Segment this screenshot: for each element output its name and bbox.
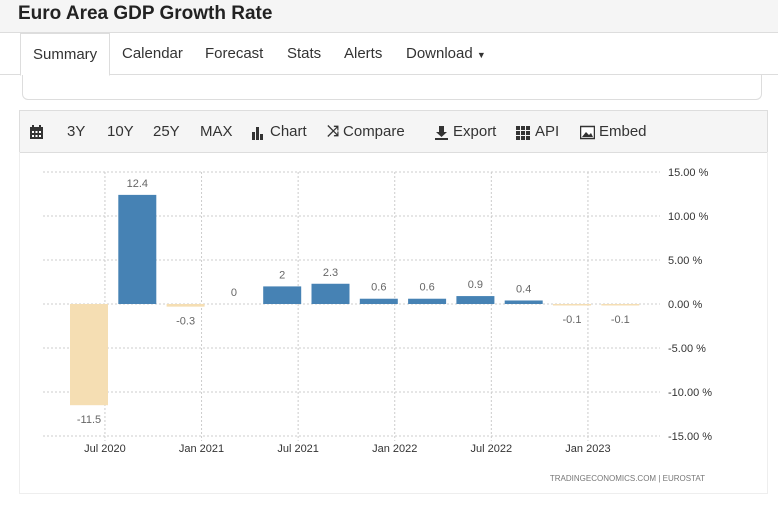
- button-label: 3Y: [67, 123, 86, 140]
- tab-stats[interactable]: Stats: [275, 33, 333, 75]
- export-button[interactable]: Export: [434, 111, 496, 153]
- button-label: Compare: [343, 123, 405, 140]
- tab-forecast[interactable]: Forecast: [193, 33, 275, 75]
- grid-icon: [516, 125, 530, 140]
- chart-container: 15.00 % 10.00 % 5.00 % 0.00 % -5.00 % -10.00 …: [19, 152, 768, 494]
- tab-download[interactable]: Download ▼: [394, 33, 498, 75]
- button-label: Embed: [599, 123, 647, 140]
- caret-down-icon: ▼: [476, 50, 486, 60]
- x-tick-label: Jan 2023: [565, 443, 610, 455]
- data-label: 2.3: [323, 267, 338, 279]
- y-tick-label: -5.00 %: [668, 343, 706, 355]
- gdp-bar-chart: 15.00 % 10.00 % 5.00 % 0.00 % -5.00 % -10.00 …: [43, 167, 712, 483]
- data-label: 0.6: [419, 282, 434, 294]
- tab-summary[interactable]: Summary: [20, 33, 111, 76]
- bar: [456, 296, 495, 304]
- button-label: 10Y: [107, 123, 134, 140]
- data-label: 12.4: [127, 178, 148, 190]
- chart-toolbar: 3Y 10Y 25Y MAX Chart ⤨ Compare Export API…: [19, 110, 768, 153]
- bar: [263, 286, 302, 304]
- x-tick-label: Jul 2022: [471, 443, 513, 455]
- bar: [311, 283, 350, 304]
- chart-type-button[interactable]: Chart: [251, 111, 307, 153]
- range-3y-button[interactable]: 3Y: [67, 111, 85, 153]
- bar: [118, 194, 157, 304]
- bar: [408, 298, 447, 304]
- x-tick-label: Jul 2020: [84, 443, 126, 455]
- button-label: API: [535, 123, 560, 140]
- bar: [553, 304, 591, 306]
- y-tick-label: 10.00 %: [668, 211, 709, 223]
- tab-label: Summary: [33, 46, 98, 63]
- data-label: 0.4: [516, 283, 531, 295]
- image-icon: [580, 125, 595, 139]
- calendar-icon: [30, 124, 43, 139]
- y-tick-label: 5.00 %: [668, 255, 702, 267]
- tab-alerts[interactable]: Alerts: [332, 33, 394, 75]
- data-label: -0.1: [611, 314, 630, 326]
- y-tick-label: 0.00 %: [668, 299, 702, 311]
- y-tick-label: 15.00 %: [668, 167, 709, 179]
- y-tick-label: -15.00 %: [668, 431, 712, 443]
- api-button[interactable]: API: [516, 111, 559, 153]
- embed-button[interactable]: Embed: [580, 111, 647, 153]
- tab-calendar[interactable]: Calendar: [110, 33, 195, 75]
- download-icon: [435, 125, 448, 140]
- calendar-button[interactable]: [29, 111, 44, 153]
- bar: [70, 304, 108, 406]
- tab-label: Download: [406, 45, 473, 62]
- tab-label: Stats: [287, 45, 322, 62]
- compare-button[interactable]: ⤨ Compare: [327, 111, 405, 153]
- data-label: 0: [231, 287, 237, 299]
- range-max-button[interactable]: MAX: [200, 111, 233, 153]
- page-title: Euro Area GDP Growth Rate: [18, 3, 273, 24]
- data-label: -11.5: [77, 414, 101, 426]
- shuffle-icon: ⤨: [327, 123, 340, 140]
- range-25y-button[interactable]: 25Y: [153, 111, 180, 153]
- tab-label: Alerts: [344, 45, 383, 62]
- x-tick-label: Jul 2021: [277, 443, 319, 455]
- x-tick-label: Jan 2021: [179, 443, 224, 455]
- data-label: 2: [279, 269, 285, 281]
- bar: [166, 304, 205, 307]
- summary-panel: [22, 75, 762, 100]
- y-tick-label: -10.00 %: [668, 387, 712, 399]
- tab-label: Forecast: [205, 45, 264, 62]
- page-header: Euro Area GDP Growth Rate: [0, 0, 778, 33]
- button-label: Export: [453, 123, 497, 140]
- tab-label: Calendar: [122, 45, 183, 62]
- button-label: 25Y: [153, 123, 180, 140]
- data-label: -0.1: [563, 314, 582, 326]
- x-tick-label: Jan 2022: [372, 443, 417, 455]
- source-credit: TRADINGECONOMICS.COM | EUROSTAT: [550, 474, 705, 483]
- button-label: Chart: [270, 123, 307, 140]
- bar: [601, 304, 640, 306]
- bar: [359, 298, 398, 304]
- data-label: -0.3: [176, 316, 195, 328]
- bar: [504, 300, 543, 304]
- data-label: 0.6: [371, 282, 386, 294]
- bar-chart-icon: [252, 126, 263, 140]
- tab-bar: Summary Calendar Forecast Stats Alerts D…: [0, 33, 778, 76]
- button-label: MAX: [200, 123, 233, 140]
- range-10y-button[interactable]: 10Y: [107, 111, 134, 153]
- data-label: 0.9: [468, 279, 483, 291]
